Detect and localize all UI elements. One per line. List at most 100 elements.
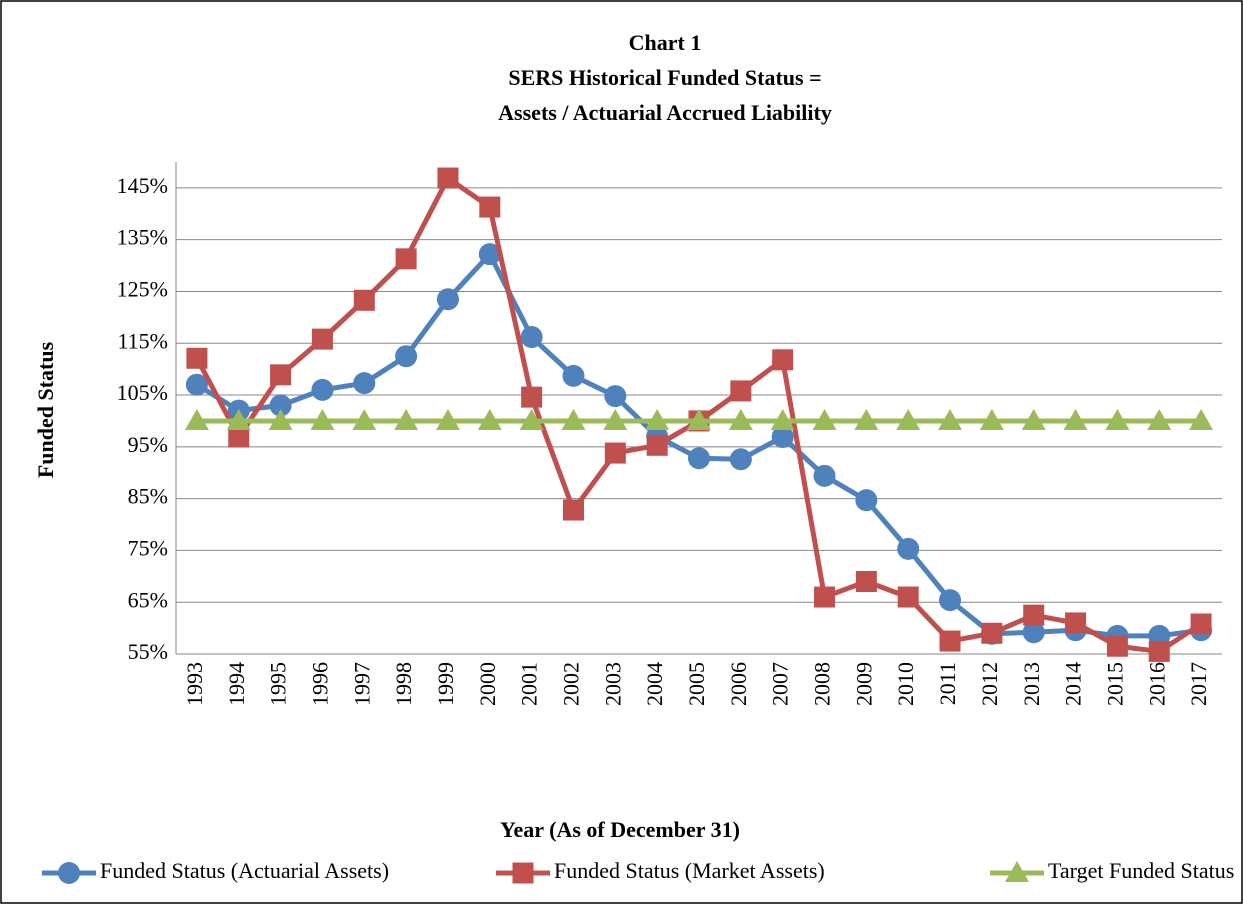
x-tick-label: 2002 — [559, 662, 584, 706]
x-tick-label: 1998 — [391, 662, 416, 706]
data-point — [310, 408, 335, 430]
y-tick-label: 145% — [117, 173, 168, 198]
data-point — [521, 386, 543, 408]
y-tick-label: 95% — [128, 432, 168, 457]
data-point — [688, 447, 710, 470]
data-point — [226, 408, 251, 430]
data-point — [1021, 408, 1046, 430]
x-tick-label: 2003 — [600, 662, 625, 706]
data-point — [1022, 621, 1045, 644]
data-point — [897, 537, 920, 560]
data-point — [728, 408, 753, 430]
data-point — [730, 380, 752, 402]
data-point — [897, 586, 919, 608]
data-point — [855, 570, 877, 592]
x-tick-label: 2009 — [851, 662, 876, 706]
data-point — [1148, 640, 1170, 662]
x-tick-label: 1997 — [349, 662, 374, 706]
data-point — [603, 408, 628, 430]
data-point — [645, 408, 670, 430]
y-tick-label: 85% — [128, 484, 168, 509]
data-point — [855, 489, 878, 512]
data-point — [1189, 408, 1214, 430]
data-point — [1147, 408, 1172, 430]
series-line — [195, 251, 1202, 639]
x-tick-label: 2006 — [726, 662, 751, 706]
data-point — [186, 347, 208, 369]
data-point — [395, 345, 418, 368]
data-point — [1190, 613, 1212, 635]
data-point — [519, 408, 544, 430]
x-tick-label: 2011 — [935, 662, 960, 705]
chart-title: Chart 1 — [629, 30, 702, 55]
data-point — [268, 408, 293, 430]
x-tick-label: 1995 — [266, 662, 291, 706]
x-tick-label: 2001 — [517, 662, 542, 706]
x-tick-label: 2012 — [977, 662, 1002, 706]
data-point — [771, 426, 794, 449]
chart-subtitle: SERS Historical Funded Status = — [508, 65, 821, 90]
data-point — [185, 373, 208, 396]
data-point — [311, 378, 334, 401]
x-tick-label: 2000 — [475, 662, 500, 706]
data-point — [1106, 635, 1128, 657]
data-point — [939, 630, 961, 652]
data-point — [477, 408, 502, 430]
x-tick-label: 2010 — [893, 662, 918, 706]
data-point — [938, 408, 963, 430]
data-point — [437, 167, 459, 189]
data-point — [353, 372, 376, 395]
data-point — [1023, 604, 1045, 626]
data-point — [896, 408, 921, 430]
data-point — [561, 408, 586, 430]
y-tick-label: 55% — [128, 639, 168, 664]
y-tick-label: 115% — [117, 328, 168, 353]
data-point — [184, 408, 209, 430]
legend-label: Funded Status (Actuarial Assets) — [100, 858, 389, 883]
y-axis-title: Funded Status — [33, 341, 58, 478]
x-tick-label: 2013 — [1019, 662, 1044, 706]
legend-marker — [58, 862, 80, 884]
x-tick-label: 2015 — [1102, 662, 1127, 706]
data-point — [1105, 408, 1130, 430]
legend-marker — [512, 862, 534, 884]
x-tick-label: 1993 — [182, 662, 207, 706]
data-point — [814, 586, 836, 608]
y-tick-label: 125% — [117, 277, 168, 302]
x-tick-label: 2016 — [1144, 662, 1169, 706]
data-point — [772, 349, 794, 371]
y-tick-label: 105% — [117, 380, 168, 405]
data-point — [520, 326, 543, 349]
data-point — [604, 442, 626, 464]
data-point — [435, 408, 460, 430]
data-point — [646, 434, 668, 456]
x-tick-label: 2007 — [768, 662, 793, 706]
x-tick-label: 1994 — [224, 662, 249, 706]
data-point — [394, 408, 419, 430]
x-axis-title: Year (As of December 31) — [500, 817, 740, 842]
legend-label: Funded Status (Market Assets) — [554, 858, 825, 883]
data-point — [981, 622, 1003, 644]
data-point — [353, 289, 375, 311]
data-point — [729, 448, 752, 471]
y-tick-label: 75% — [128, 535, 168, 560]
x-tick-label: 2017 — [1186, 662, 1211, 706]
x-tick-label: 2005 — [684, 662, 709, 706]
data-point — [854, 408, 879, 430]
chart-subtitle: Assets / Actuarial Accrued Liability — [498, 100, 832, 125]
data-point — [1065, 612, 1087, 634]
data-point — [479, 196, 501, 218]
data-point — [939, 589, 962, 612]
data-point — [269, 394, 292, 417]
data-point — [770, 408, 795, 430]
data-point — [478, 243, 501, 266]
data-point — [1063, 408, 1088, 430]
data-point — [228, 426, 250, 448]
data-point — [270, 364, 292, 386]
x-tick-label: 1999 — [433, 662, 458, 706]
x-tick-label: 2014 — [1061, 662, 1086, 706]
data-point — [352, 408, 377, 430]
